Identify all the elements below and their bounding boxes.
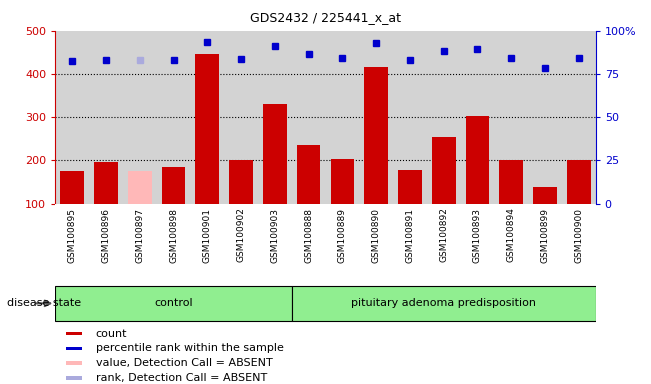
Bar	[432, 137, 456, 204]
Text: GSM100893: GSM100893	[473, 208, 482, 263]
Bar	[533, 187, 557, 204]
Bar	[465, 116, 490, 204]
Text: GSM100895: GSM100895	[68, 208, 77, 263]
Text: GSM100896: GSM100896	[102, 208, 111, 263]
Text: GSM100890: GSM100890	[372, 208, 381, 263]
Bar	[195, 55, 219, 204]
Bar	[66, 376, 82, 380]
Text: percentile rank within the sample: percentile rank within the sample	[96, 343, 284, 353]
Text: value, Detection Call = ABSENT: value, Detection Call = ABSENT	[96, 358, 273, 368]
Text: count: count	[96, 329, 128, 339]
Bar	[94, 162, 118, 204]
Text: GSM100903: GSM100903	[270, 208, 279, 263]
Bar	[331, 159, 354, 204]
Bar	[292, 286, 596, 321]
Text: GSM100897: GSM100897	[135, 208, 145, 263]
Text: GSM100891: GSM100891	[406, 208, 415, 263]
Text: disease state: disease state	[7, 298, 81, 308]
Text: GSM100899: GSM100899	[540, 208, 549, 263]
Text: GSM100892: GSM100892	[439, 208, 448, 262]
Bar	[365, 68, 388, 204]
Bar	[161, 167, 186, 204]
Bar	[229, 161, 253, 204]
Bar	[66, 332, 82, 336]
Bar	[66, 361, 82, 365]
Bar	[567, 161, 590, 204]
Text: GSM100900: GSM100900	[574, 208, 583, 263]
Text: GSM100902: GSM100902	[236, 208, 245, 262]
Text: GSM100894: GSM100894	[506, 208, 516, 262]
Bar	[499, 161, 523, 204]
Text: rank, Detection Call = ABSENT: rank, Detection Call = ABSENT	[96, 373, 267, 383]
Text: GSM100901: GSM100901	[203, 208, 212, 263]
Text: pituitary adenoma predisposition: pituitary adenoma predisposition	[351, 298, 536, 308]
Bar	[398, 170, 422, 204]
Bar	[128, 171, 152, 204]
Text: control: control	[154, 298, 193, 308]
Bar	[61, 171, 84, 204]
Bar	[263, 104, 286, 204]
Text: GDS2432 / 225441_x_at: GDS2432 / 225441_x_at	[250, 12, 401, 25]
Bar	[66, 346, 82, 350]
Text: GSM100888: GSM100888	[304, 208, 313, 263]
Text: GSM100898: GSM100898	[169, 208, 178, 263]
Text: GSM100889: GSM100889	[338, 208, 347, 263]
Bar	[297, 145, 320, 204]
Bar	[55, 286, 292, 321]
